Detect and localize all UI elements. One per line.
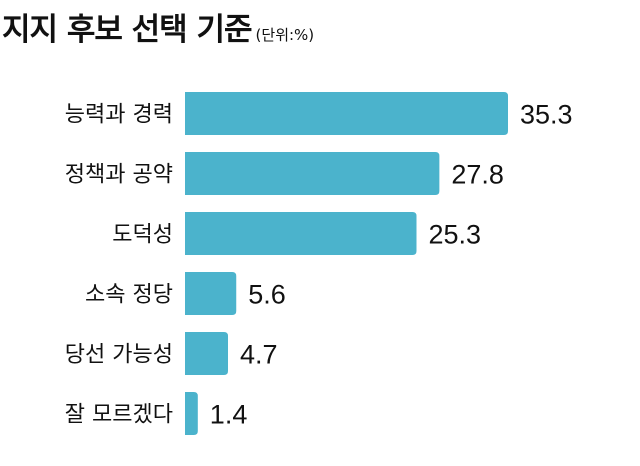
bar	[185, 212, 417, 255]
unit-label: (단위:%)	[255, 26, 315, 44]
value-label: 1.4	[210, 400, 248, 430]
title-text: 지지 후보 선택 기준	[2, 12, 253, 48]
category-label: 잘 모르겠다	[65, 403, 173, 428]
category-label: 도덕성	[112, 223, 173, 248]
category-label: 당선 가능성	[65, 343, 173, 368]
value-label: 25.3	[428, 220, 481, 250]
bar	[185, 92, 508, 135]
bar	[185, 272, 237, 315]
category-label: 소속 정당	[85, 283, 173, 308]
category-label: 능력과 경력	[65, 103, 173, 128]
bar	[185, 392, 198, 435]
chart-title: 지지 후보 선택 기준 (단위:%)	[2, 4, 314, 49]
value-label: 5.6	[248, 280, 286, 310]
bar	[185, 152, 440, 195]
bar	[185, 332, 229, 375]
value-label: 4.7	[240, 340, 278, 370]
category-label: 정책과 공약	[65, 163, 173, 188]
value-label: 27.8	[451, 160, 504, 190]
value-label: 35.3	[520, 100, 573, 130]
